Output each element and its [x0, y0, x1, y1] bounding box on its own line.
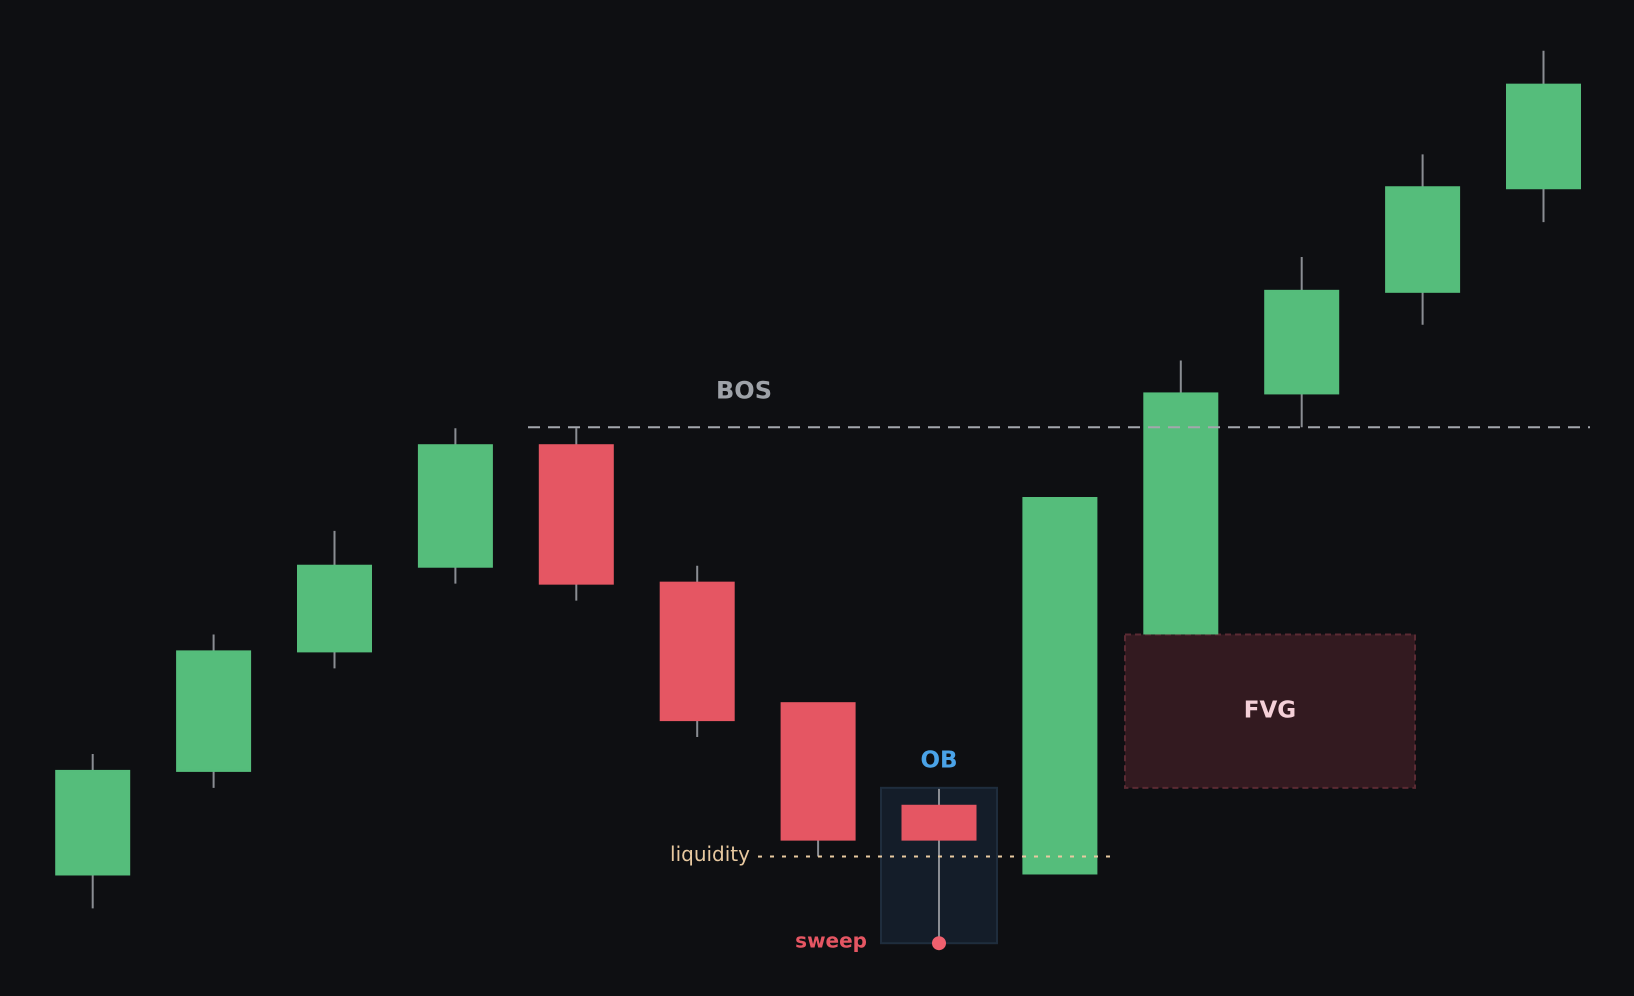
bearish-body: [780, 702, 856, 841]
fvg-label: FVG: [1244, 698, 1296, 724]
ob-label: OB: [920, 747, 957, 773]
bullish-body: [1506, 83, 1581, 190]
bos-label: BOS: [716, 376, 772, 404]
bullish-body: [1385, 186, 1461, 293]
bullish-body: [417, 444, 493, 568]
bearish-body: [538, 444, 614, 585]
sweep-dot: [932, 936, 946, 951]
bearish-body: [659, 581, 735, 722]
bullish-body: [297, 564, 372, 653]
bullish-body: [1264, 289, 1340, 395]
liquidity-label: liquidity: [670, 842, 750, 866]
bullish-body: [1143, 392, 1219, 635]
bullish-body: [55, 769, 131, 876]
bullish-body: [1022, 497, 1098, 875]
fvg-box: [1124, 633, 1416, 789]
bearish-body: [901, 804, 977, 841]
bullish-body: [176, 650, 252, 772]
sweep-label: sweep: [795, 929, 867, 953]
